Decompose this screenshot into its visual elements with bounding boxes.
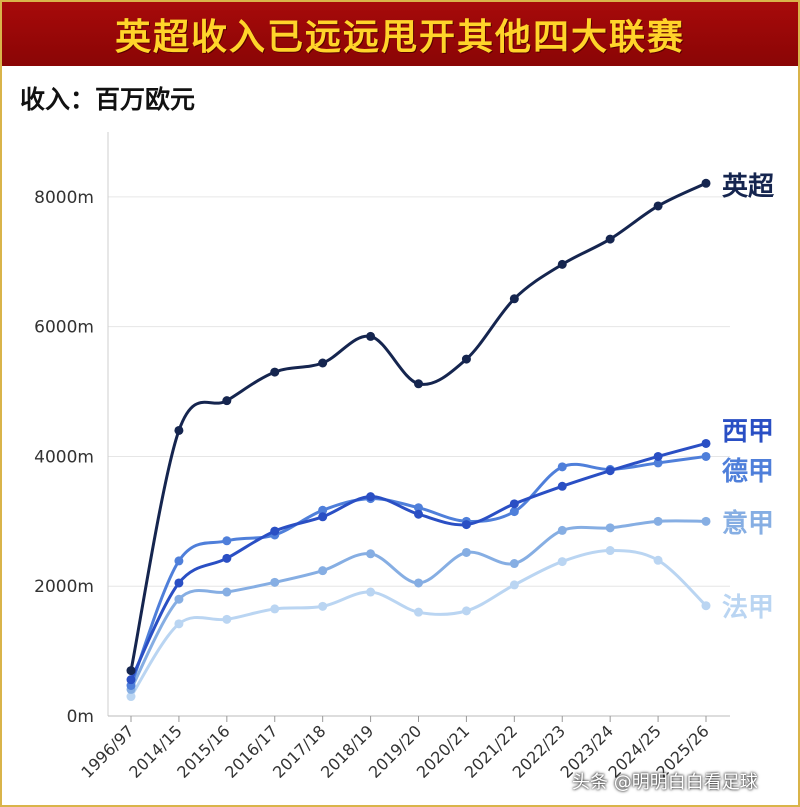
data-point <box>509 499 519 509</box>
data-point <box>270 526 280 536</box>
data-point <box>653 451 663 461</box>
data-point <box>461 520 471 530</box>
data-point <box>557 525 567 535</box>
series-line <box>129 519 708 691</box>
data-point <box>126 692 136 702</box>
series-label: 意甲 <box>722 508 774 539</box>
data-point <box>461 547 471 557</box>
data-point <box>509 580 519 590</box>
data-point <box>222 553 232 563</box>
data-point <box>557 259 567 269</box>
data-point <box>174 594 184 604</box>
data-point <box>222 614 232 624</box>
series-line <box>129 549 708 699</box>
y-tick-label: 4000m <box>34 447 94 467</box>
data-point <box>557 481 567 491</box>
series-line <box>129 181 708 673</box>
data-point <box>270 367 280 377</box>
series-label: 西甲 <box>722 417 774 447</box>
chart-title: 英超收入已远远甩开其他四大联赛 <box>114 17 685 58</box>
data-point <box>318 505 328 515</box>
data-point <box>414 509 423 519</box>
data-point <box>366 331 376 341</box>
data-point <box>461 354 471 364</box>
data-point <box>605 546 615 556</box>
data-point <box>701 451 711 461</box>
data-point <box>270 604 280 614</box>
data-point <box>653 201 663 211</box>
y-axis-unit-label: 收入：百万欧元 <box>20 85 196 114</box>
data-point <box>366 587 376 597</box>
data-point <box>509 294 519 304</box>
data-point <box>653 555 663 565</box>
data-point <box>318 358 328 368</box>
data-point <box>414 379 423 389</box>
data-point <box>222 396 232 406</box>
data-point <box>509 507 519 517</box>
data-point <box>126 675 136 685</box>
y-tick-label: 2000m <box>34 577 94 597</box>
data-point <box>414 578 423 588</box>
data-point <box>270 577 280 587</box>
data-point <box>174 578 184 588</box>
data-point <box>653 516 663 526</box>
data-point <box>318 566 328 576</box>
data-point <box>653 458 663 468</box>
data-point <box>701 438 711 448</box>
data-point <box>414 607 423 617</box>
data-point <box>509 559 519 569</box>
series-label: 德甲 <box>722 457 774 487</box>
title-banner: 英超收入已远远甩开其他四大联赛 <box>2 2 798 66</box>
data-point <box>557 462 567 472</box>
data-point <box>318 601 328 611</box>
series-label: 英超 <box>722 172 775 202</box>
data-point <box>605 466 615 476</box>
data-point <box>318 512 328 522</box>
y-tick-label: 6000m <box>34 318 94 338</box>
series-line <box>129 454 708 688</box>
data-point <box>174 556 184 566</box>
data-point <box>701 601 711 611</box>
data-point <box>701 516 711 526</box>
data-point <box>366 492 376 502</box>
data-point <box>126 666 136 676</box>
data-point <box>605 234 615 244</box>
data-point <box>605 523 615 533</box>
data-point <box>557 557 567 567</box>
series-line <box>129 441 708 682</box>
data-point <box>222 587 232 597</box>
data-point <box>701 178 711 188</box>
y-tick-label: 8000m <box>34 188 94 208</box>
y-tick-label: 0m <box>67 707 94 727</box>
data-point <box>366 549 376 559</box>
data-point <box>461 606 471 616</box>
data-point <box>174 425 184 435</box>
data-point <box>222 536 232 546</box>
data-point <box>174 619 184 629</box>
series-label: 法甲 <box>722 593 774 623</box>
data-point <box>414 503 423 513</box>
watermark: 头条 @明明白白看足球 <box>572 772 758 793</box>
